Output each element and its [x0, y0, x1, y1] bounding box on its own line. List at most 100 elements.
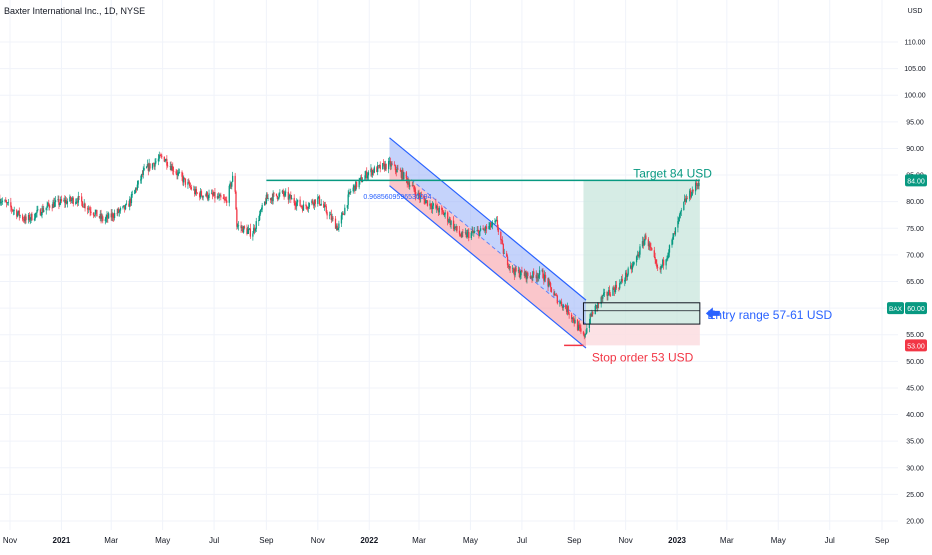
candle-body — [54, 202, 56, 208]
candle-body — [662, 259, 664, 266]
candle-body — [619, 282, 622, 284]
candle-body — [396, 168, 398, 173]
candle — [662, 258, 664, 268]
candle-body — [429, 203, 431, 206]
candle-body — [468, 232, 470, 239]
candle — [261, 202, 263, 213]
candle — [619, 279, 621, 291]
candle-body — [343, 214, 345, 216]
candle — [631, 261, 634, 273]
candle-body — [417, 192, 419, 197]
candle — [662, 256, 665, 270]
candle-body — [482, 228, 484, 230]
candle-body — [460, 236, 462, 237]
candle — [359, 178, 361, 185]
candle-body — [228, 185, 230, 203]
candle — [28, 212, 31, 222]
candle — [432, 202, 435, 210]
candle — [260, 207, 262, 213]
candle-body — [211, 192, 214, 196]
candle-body — [495, 219, 498, 221]
candle-body — [176, 173, 178, 176]
candle — [414, 185, 416, 195]
candle-body — [568, 313, 570, 315]
candle-body — [216, 195, 219, 199]
candle-body — [130, 194, 133, 204]
candle — [541, 268, 543, 273]
candle — [154, 158, 156, 171]
candle-body — [249, 228, 251, 237]
candle — [48, 199, 50, 207]
candle — [388, 157, 390, 174]
candle — [214, 188, 216, 203]
candle-body — [208, 193, 210, 199]
candle — [343, 213, 345, 216]
price-badge-text: 53.00 — [907, 343, 925, 350]
candle-body — [116, 212, 118, 214]
candle-body — [21, 215, 24, 220]
candle — [219, 193, 221, 197]
candle — [183, 175, 185, 187]
candle-body — [75, 201, 77, 204]
candle — [301, 205, 304, 213]
candle — [609, 292, 612, 297]
candle — [187, 179, 189, 189]
candle-body — [674, 227, 677, 235]
candle-body — [264, 201, 267, 204]
candle-body — [476, 230, 478, 232]
candle — [247, 226, 249, 235]
candle-body — [377, 165, 380, 166]
candle — [648, 241, 650, 251]
candle — [329, 211, 332, 215]
candle — [538, 266, 541, 280]
candle-body — [420, 195, 423, 197]
candle-body — [293, 197, 295, 203]
candle-body — [305, 204, 307, 207]
candle-body — [46, 205, 48, 208]
candle-body — [612, 287, 614, 296]
candle-body — [521, 270, 523, 273]
candle — [246, 224, 248, 236]
candle-body — [555, 295, 558, 296]
candle — [459, 233, 461, 237]
candle-body — [278, 193, 280, 199]
candle-body — [212, 195, 214, 196]
candle — [350, 188, 352, 195]
candle — [178, 168, 180, 177]
candle-body — [543, 278, 545, 281]
candle-body — [590, 314, 592, 316]
candle — [34, 212, 36, 221]
candle — [542, 268, 544, 279]
candle-body — [436, 205, 439, 211]
candle-body — [401, 170, 403, 178]
candle — [589, 312, 591, 325]
candle-body — [329, 214, 332, 215]
candle-body — [372, 170, 375, 173]
candle — [618, 287, 620, 292]
candle-body — [58, 199, 60, 205]
candle — [655, 259, 657, 266]
candle — [273, 192, 275, 197]
candle-body — [412, 185, 414, 186]
candle-body — [235, 191, 237, 210]
candle — [383, 161, 386, 172]
candle-body — [273, 193, 275, 195]
candle-body — [483, 229, 485, 231]
candle — [555, 292, 558, 297]
x-tick-label: Sep — [259, 536, 274, 545]
candle-body — [295, 205, 297, 207]
candle-body — [383, 163, 386, 170]
candle — [506, 250, 508, 257]
candle-body — [105, 217, 107, 220]
candle-body — [31, 213, 33, 221]
candle — [689, 188, 692, 200]
candle — [248, 224, 250, 235]
candle-body — [452, 220, 455, 230]
candle-body — [370, 168, 372, 173]
channel-upper-line — [389, 137, 587, 301]
candle — [519, 270, 521, 280]
candle — [161, 153, 163, 160]
candle — [237, 223, 239, 229]
